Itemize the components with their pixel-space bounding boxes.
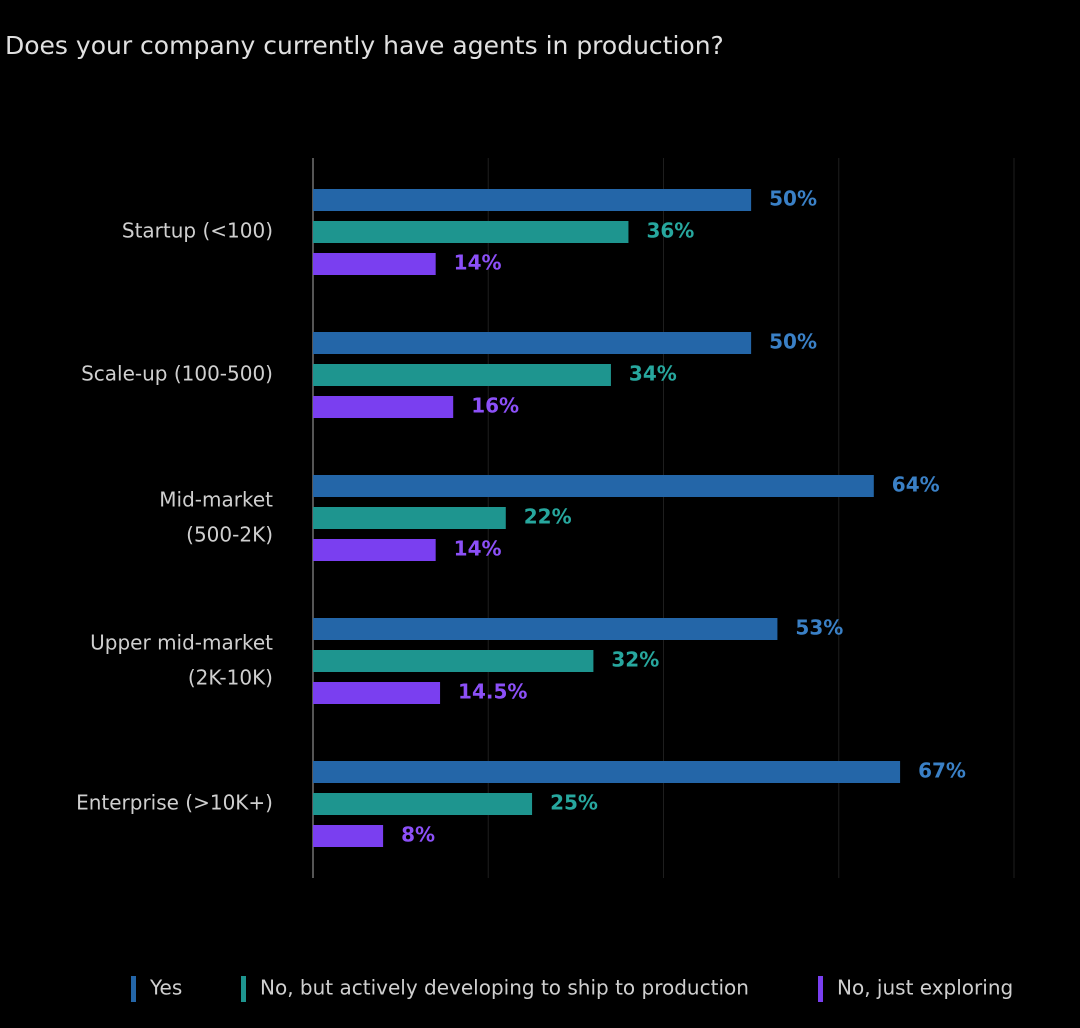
y-tick-label: Upper mid-market (90, 631, 273, 655)
bar (313, 539, 436, 561)
value-label: 67% (918, 759, 966, 783)
y-tick-label: Scale-up (100-500) (81, 362, 273, 386)
bar (313, 189, 752, 211)
y-tick-label: Mid-market (159, 488, 273, 512)
bar (313, 396, 454, 418)
value-label: 50% (769, 187, 817, 211)
value-label: 8% (401, 823, 435, 847)
bar (313, 332, 752, 354)
legend-label: Yes (149, 976, 182, 1000)
value-label: 64% (892, 473, 940, 497)
bar (313, 682, 441, 704)
legend-marker (241, 976, 246, 1002)
y-tick-label: (500-2K) (186, 523, 273, 547)
value-label: 14% (454, 251, 502, 275)
value-label: 25% (550, 791, 598, 815)
value-label: 16% (471, 394, 519, 418)
legend-label: No, but actively developing to ship to p… (260, 976, 749, 1000)
legend-marker (818, 976, 823, 1002)
bar (313, 825, 384, 847)
bar (313, 761, 901, 783)
value-label: 32% (611, 648, 659, 672)
value-label: 22% (524, 505, 572, 529)
y-tick-label: Startup (<100) (122, 219, 273, 243)
chart-title: Does your company currently have agents … (5, 31, 724, 60)
y-tick-label: (2K-10K) (188, 666, 273, 690)
bar (313, 793, 533, 815)
bar (313, 253, 436, 275)
y-tick-label: Enterprise (>10K+) (76, 791, 273, 815)
value-label: 14% (454, 537, 502, 561)
bar (313, 618, 778, 640)
legend-marker (131, 976, 136, 1002)
bar (313, 221, 629, 243)
value-label: 34% (629, 362, 677, 386)
value-label: 36% (646, 219, 694, 243)
value-label: 53% (795, 616, 843, 640)
bar (313, 475, 874, 497)
legend-label: No, just exploring (837, 976, 1013, 1000)
value-label: 50% (769, 330, 817, 354)
bar (313, 507, 506, 529)
bar (313, 650, 594, 672)
value-label: 14.5% (458, 680, 527, 704)
bar (313, 364, 611, 386)
